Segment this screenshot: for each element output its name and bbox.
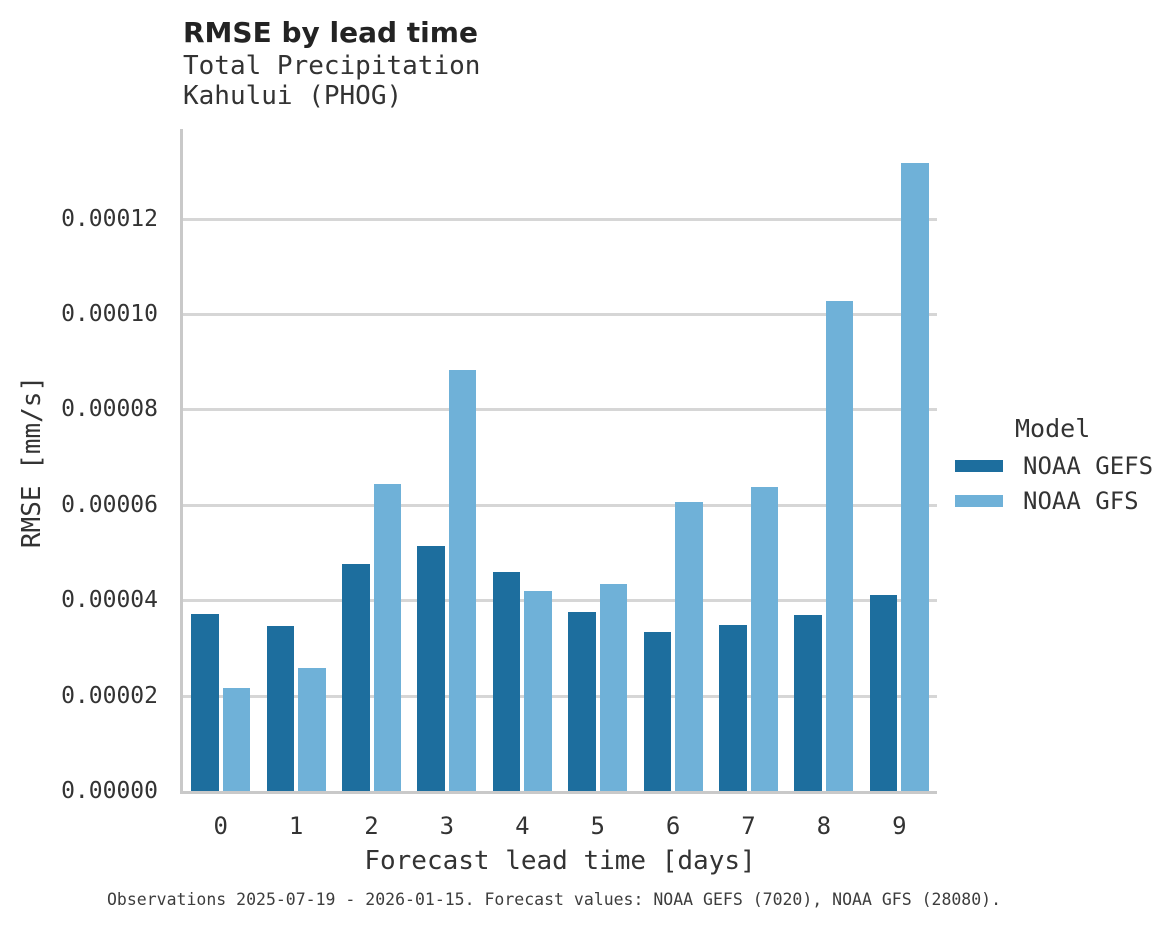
y-tick-label: 0.00012: [61, 205, 158, 232]
chart-title: RMSE by lead time: [183, 16, 478, 49]
bar-noaa-gfs-day-2: [373, 483, 401, 791]
footnote: Observations 2025-07-19 - 2026-01-15. Fo…: [107, 890, 1002, 909]
bar-noaa-gfs-day-7: [750, 486, 778, 791]
legend-swatch-noaa-gfs: [955, 495, 1003, 507]
bar-noaa-gefs-day-0: [191, 613, 219, 791]
chart-subtitle-station: Kahului (PHOG): [183, 81, 403, 111]
legend-item-noaa-gfs: NOAA GFS: [955, 487, 1175, 515]
legend-title: Model: [1015, 414, 1091, 443]
y-axis-spine: [180, 129, 183, 794]
x-tick-label-6: 6: [665, 812, 681, 840]
x-tick-label-5: 5: [590, 812, 605, 840]
bar-noaa-gefs-day-3: [417, 545, 445, 791]
y-tick-label: 0.00002: [61, 682, 158, 709]
gridline-y-0.00008: [183, 408, 937, 412]
gridline-y-0.00012: [183, 217, 937, 221]
bar-noaa-gefs-day-5: [568, 611, 596, 791]
x-axis-spine: [180, 791, 937, 794]
y-tick-label: 0.00010: [61, 301, 158, 328]
x-tick-label-0: 0: [213, 812, 228, 840]
legend-label-noaa-gefs: NOAA GEFS: [1023, 452, 1154, 480]
bar-noaa-gefs-day-9: [869, 595, 898, 791]
bar-noaa-gefs-day-6: [643, 631, 672, 791]
x-tick-label-8: 8: [816, 812, 832, 840]
plot-area: [180, 129, 937, 794]
bar-noaa-gefs-day-4: [492, 571, 521, 791]
bar-noaa-gefs-day-8: [794, 615, 822, 791]
chart-subtitle-variable: Total Precipitation: [183, 51, 481, 81]
bar-noaa-gefs-day-1: [266, 625, 295, 791]
legend-item-noaa-gefs: NOAA GEFS: [955, 452, 1175, 480]
bar-noaa-gfs-day-0: [222, 687, 251, 791]
legend-swatch-noaa-gefs: [955, 460, 1003, 472]
gridline-y-0.00006: [183, 503, 937, 507]
bar-noaa-gfs-day-8: [825, 301, 854, 791]
y-tick-label: 0.00008: [61, 396, 158, 423]
y-axis-tick-labels: 0.00000 0.00002 0.00004 0.00006 0.00008 0.000…: [0, 0, 158, 928]
x-tick-label-2: 2: [364, 812, 379, 840]
gridline-y-0.00004: [183, 599, 937, 603]
gridline-y-0.00010: [183, 313, 937, 317]
gridline-y-0.00002: [183, 694, 937, 698]
x-axis-label: Forecast lead time [days]: [364, 846, 756, 876]
y-tick-label: 0.00004: [61, 587, 158, 614]
x-tick-label-1: 1: [288, 812, 304, 840]
bar-noaa-gfs-day-5: [599, 583, 628, 791]
bar-noaa-gfs-day-1: [298, 668, 326, 791]
x-tick-label-4: 4: [515, 812, 530, 840]
legend-label-noaa-gfs: NOAA GFS: [1023, 487, 1139, 515]
x-tick-label-3: 3: [439, 812, 455, 840]
y-tick-label: 0.00000: [61, 778, 158, 804]
bar-noaa-gfs-day-6: [675, 501, 703, 791]
bar-noaa-gfs-day-9: [901, 162, 929, 791]
bar-noaa-gefs-day-7: [719, 624, 747, 791]
bar-noaa-gefs-day-2: [342, 564, 370, 791]
x-tick-label-9: 9: [892, 812, 907, 840]
bar-noaa-gfs-day-3: [448, 370, 477, 791]
x-tick-label-7: 7: [741, 812, 756, 840]
legend: Model NOAA GEFS NOAA GFS: [955, 414, 1175, 523]
y-tick-label: 0.00006: [61, 491, 158, 518]
bar-noaa-gfs-day-4: [524, 590, 552, 791]
